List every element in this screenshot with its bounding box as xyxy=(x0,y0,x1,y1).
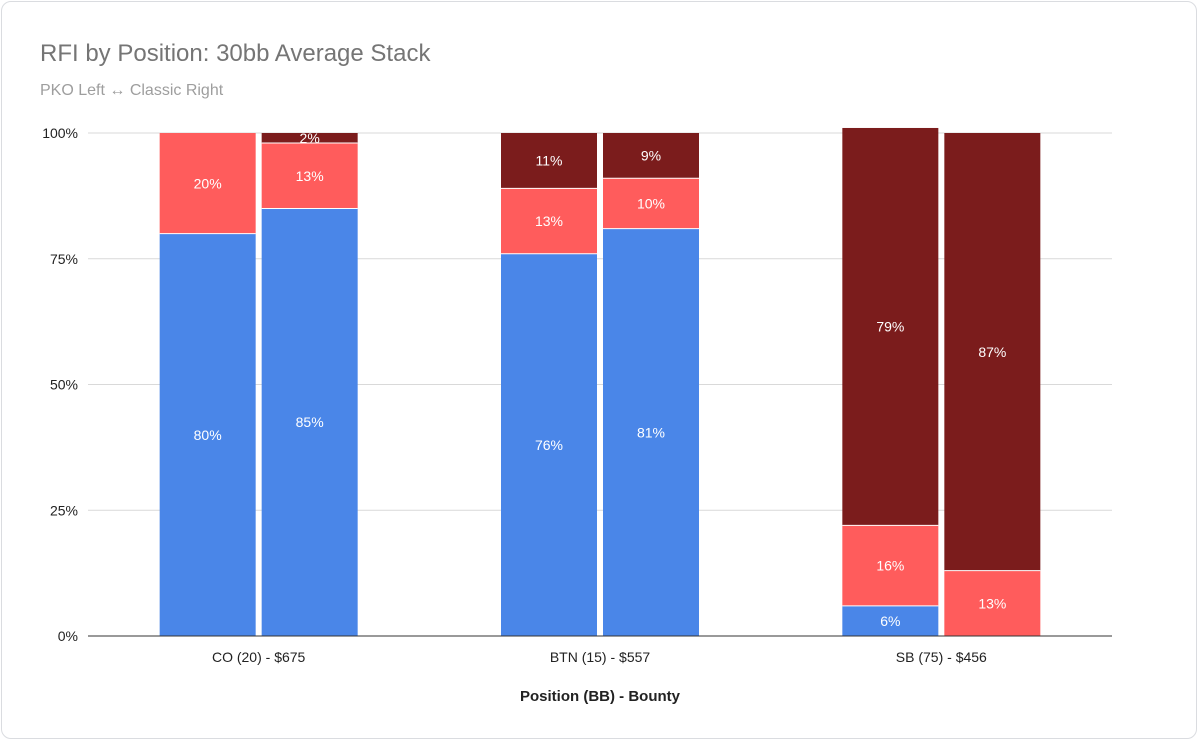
bar-segment xyxy=(261,143,358,209)
bar-segment xyxy=(159,233,256,636)
bar-segment xyxy=(944,570,1041,636)
x-tick-label: CO (20) - $675 xyxy=(212,649,306,665)
data-label: 16% xyxy=(876,558,904,574)
x-axis-title: Position (BB) - Bounty xyxy=(520,688,681,705)
bar-segment xyxy=(603,133,699,179)
data-label: 9% xyxy=(641,148,661,164)
gridlines xyxy=(88,132,1112,511)
data-label: 11% xyxy=(536,153,563,169)
axes: 0% 25% 50% 75% 100% CO (20) - $675 BTN (15) - … xyxy=(42,125,1112,665)
data-label: 79% xyxy=(876,319,904,335)
bar-segment xyxy=(603,178,699,229)
bar-segment xyxy=(261,133,358,144)
x-tick-label: BTN (15) - $557 xyxy=(550,649,651,665)
data-labels: 80% 20% 85% 13% 2% 76% 13% 11% 81% 10% 9% 6% 16% 79% 1… xyxy=(194,130,1007,629)
bar-segment xyxy=(159,133,256,234)
bar-segment xyxy=(603,228,699,636)
data-label: 80% xyxy=(194,427,222,443)
chart-title: RFI by Position: 30bb Average Stack xyxy=(40,40,431,67)
x-tick-label: SB (75) - $456 xyxy=(896,649,987,665)
data-label: 10% xyxy=(637,195,665,211)
data-label: 85% xyxy=(296,414,324,430)
y-tick-label: 50% xyxy=(50,377,78,393)
y-tick-label: 0% xyxy=(58,628,78,644)
bar-segment xyxy=(842,605,939,636)
data-label: 87% xyxy=(978,344,1006,360)
data-label: 76% xyxy=(535,437,563,453)
data-label: 13% xyxy=(535,213,563,229)
data-label: 20% xyxy=(194,175,222,191)
bar-segment xyxy=(501,188,597,254)
data-label: 2% xyxy=(300,130,320,146)
bars xyxy=(159,127,1041,636)
bar-segment xyxy=(944,133,1041,571)
data-label: 13% xyxy=(296,168,324,184)
data-label: 81% xyxy=(637,424,665,440)
bar-segment xyxy=(501,133,597,189)
bar-segment xyxy=(842,127,939,526)
y-tick-label: 25% xyxy=(50,502,78,518)
data-label: 13% xyxy=(978,595,1006,611)
y-tick-label: 100% xyxy=(42,125,78,141)
bar-segment xyxy=(501,253,597,636)
bar-segment xyxy=(261,208,358,636)
y-tick-label: 75% xyxy=(50,251,78,267)
chart-subtitle: PKO Left ↔ Classic Right xyxy=(40,82,224,99)
bar-segment xyxy=(842,525,939,606)
data-label: 6% xyxy=(880,613,900,629)
